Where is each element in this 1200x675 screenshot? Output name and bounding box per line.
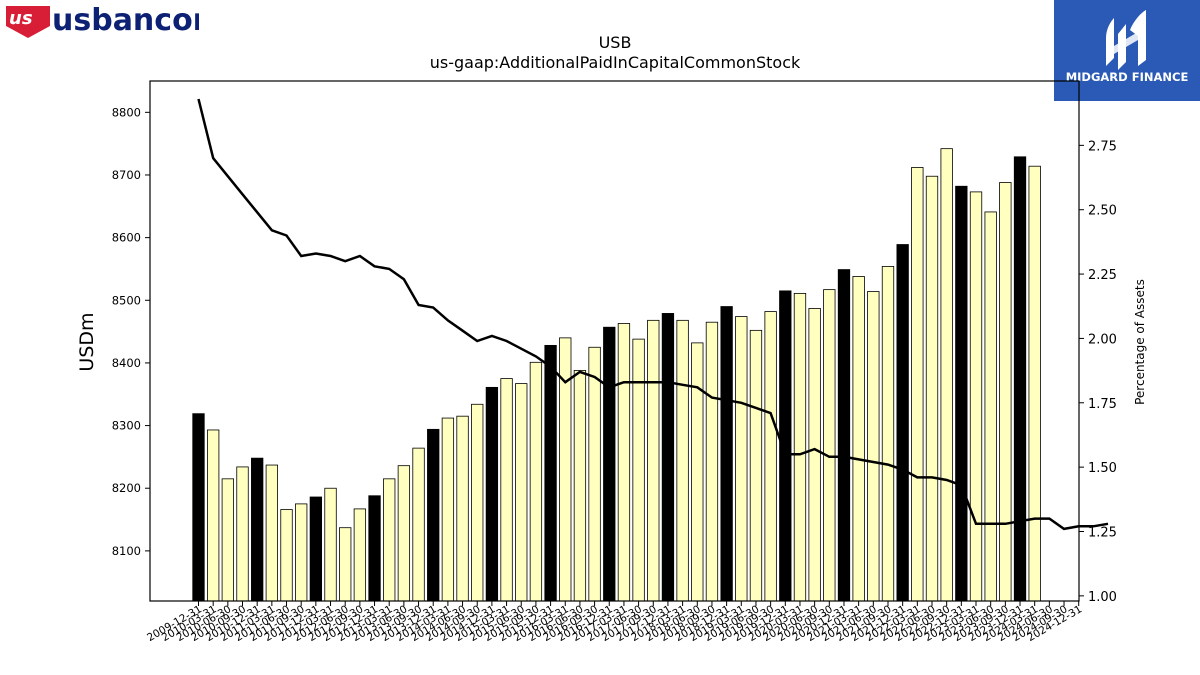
bar <box>456 415 469 602</box>
bar <box>280 509 293 602</box>
bar <box>720 306 733 602</box>
bar <box>265 464 279 602</box>
chart-subtitle: us-gaap:AdditionalPaidInCapitalCommonSto… <box>430 53 801 72</box>
bar <box>397 465 411 602</box>
bar <box>837 269 851 602</box>
bar <box>544 344 557 602</box>
y2-axis-label: Percentage of Assets <box>1133 279 1147 405</box>
y-tick-label: 8700 <box>112 168 141 182</box>
bar <box>251 457 264 602</box>
bar <box>471 403 484 602</box>
y2-axis-ticks: 1.00 1.25 1.50 1.75 2.00 2.25 2.50 2.75 <box>1079 139 1117 605</box>
y2-tick-label: 2.50 <box>1088 204 1117 219</box>
y-tick-label: 8100 <box>112 544 141 558</box>
bar <box>647 319 660 602</box>
bar <box>295 503 308 602</box>
y-tick-label: 8800 <box>112 105 141 119</box>
y2-tick-label: 2.75 <box>1088 139 1117 154</box>
bar <box>427 428 440 602</box>
bar <box>573 370 587 602</box>
y-tick-label: 8400 <box>112 356 141 370</box>
bar <box>368 495 381 602</box>
y-tick-label: 8600 <box>112 231 141 245</box>
bar <box>705 321 719 602</box>
bar <box>911 167 924 602</box>
bar-series <box>192 148 1041 602</box>
bar <box>735 316 748 602</box>
y2-tick-label: 1.50 <box>1088 461 1117 476</box>
us-bancorp-logo: us usbancorp <box>4 2 199 42</box>
svg-text:us: us <box>9 8 33 29</box>
bar <box>339 527 352 602</box>
bar <box>955 185 968 602</box>
y-axis-ticks: 8100 8200 8300 8400 8500 8600 8700 8800 <box>112 105 150 558</box>
bar <box>1013 156 1027 602</box>
bar <box>192 413 205 602</box>
bar <box>353 508 367 602</box>
bar <box>1028 165 1041 602</box>
bar <box>441 417 455 602</box>
bar <box>808 308 821 602</box>
us-bancorp-logo-mark: us usbancorp <box>6 3 199 38</box>
midgard-finance-logo-mark: MIDGARD FINANCE <box>1054 0 1200 101</box>
bar <box>793 292 807 602</box>
bar <box>207 429 220 602</box>
plot-frame <box>149 80 1080 602</box>
y-tick-label: 8200 <box>112 481 141 495</box>
bar <box>969 191 983 602</box>
x-axis-ticks: 2009-12-312010-03-312010-06-302010-09-30… <box>145 601 1084 644</box>
y-tick-label: 8300 <box>112 419 141 433</box>
y2-tick-label: 1.25 <box>1088 525 1117 540</box>
bar <box>485 386 499 602</box>
bar <box>383 478 396 602</box>
bar <box>676 319 689 602</box>
bar <box>617 323 631 602</box>
bar <box>603 326 616 602</box>
bar <box>632 338 645 602</box>
line-series <box>197 98 1109 531</box>
bar <box>309 496 323 602</box>
bar <box>412 447 425 602</box>
bar <box>764 311 777 602</box>
left-logo-text: usbancorp <box>52 3 199 38</box>
bar <box>661 313 675 602</box>
bar <box>925 175 939 602</box>
y2-tick-label: 1.75 <box>1088 397 1117 412</box>
percentage-line <box>197 98 1109 531</box>
y-tick-label: 8500 <box>112 293 141 307</box>
bar <box>236 466 249 602</box>
y-axis-label: USDm <box>76 312 98 371</box>
chart-title: USB <box>599 33 632 52</box>
bar <box>324 487 337 602</box>
bar <box>515 383 528 602</box>
bar <box>221 478 234 602</box>
bar <box>999 182 1012 602</box>
bar <box>881 266 895 602</box>
y2-tick-label: 2.25 <box>1088 268 1117 283</box>
bar <box>500 378 513 602</box>
bar <box>588 346 601 602</box>
bar <box>896 244 909 602</box>
bar <box>529 361 543 602</box>
bar <box>852 276 865 602</box>
midgard-finance-logo: MIDGARD FINANCE <box>1054 0 1200 101</box>
right-logo-text: MIDGARD FINANCE <box>1066 70 1189 84</box>
y2-tick-label: 1.00 <box>1088 590 1117 605</box>
bar <box>940 148 953 602</box>
bar <box>867 291 880 602</box>
bar <box>823 289 836 602</box>
y2-tick-label: 2.00 <box>1088 332 1117 347</box>
bar <box>749 329 763 602</box>
bar <box>691 342 704 602</box>
bar <box>984 211 997 602</box>
